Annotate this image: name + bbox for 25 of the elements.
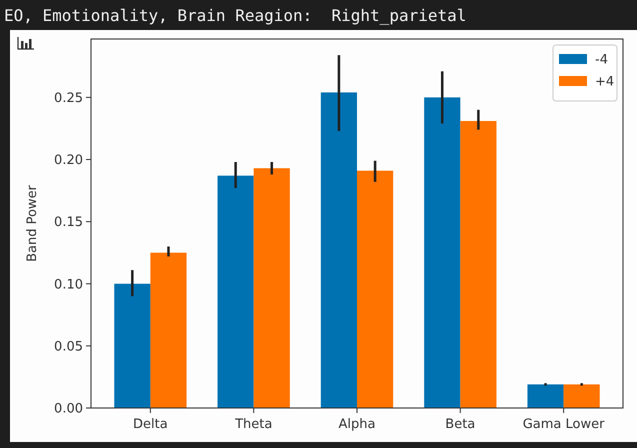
x-tick-label: Alpha bbox=[338, 417, 376, 432]
x-tick-label: Gama Lower bbox=[522, 417, 606, 432]
bar bbox=[564, 384, 600, 408]
bar bbox=[424, 97, 460, 408]
x-tick-label: Beta bbox=[445, 417, 476, 432]
y-tick-label: 0.00 bbox=[54, 402, 83, 417]
bar bbox=[218, 176, 254, 408]
y-tick-label: 0.25 bbox=[54, 90, 83, 106]
bar bbox=[527, 384, 564, 408]
legend-label: -4 bbox=[595, 52, 608, 68]
y-tick-label: 0.05 bbox=[54, 339, 83, 354]
bar bbox=[460, 121, 496, 408]
x-tick-label: Theta bbox=[234, 417, 272, 432]
bar bbox=[357, 170, 394, 408]
y-tick-label: 0.20 bbox=[54, 153, 83, 168]
y-tick-label: 0.10 bbox=[54, 277, 83, 292]
legend-label: +4 bbox=[595, 74, 614, 90]
y-axis-title: Band Power bbox=[25, 184, 40, 262]
bar bbox=[254, 168, 290, 408]
chart-title: EO, Emotionality, Brain Reagion: Right_parietal bbox=[4, 6, 466, 25]
y-tick-label: 0.15 bbox=[54, 215, 83, 230]
bar bbox=[114, 284, 150, 408]
x-tick-label: Delta bbox=[133, 417, 168, 432]
bar bbox=[150, 252, 187, 408]
bar bbox=[320, 92, 357, 408]
